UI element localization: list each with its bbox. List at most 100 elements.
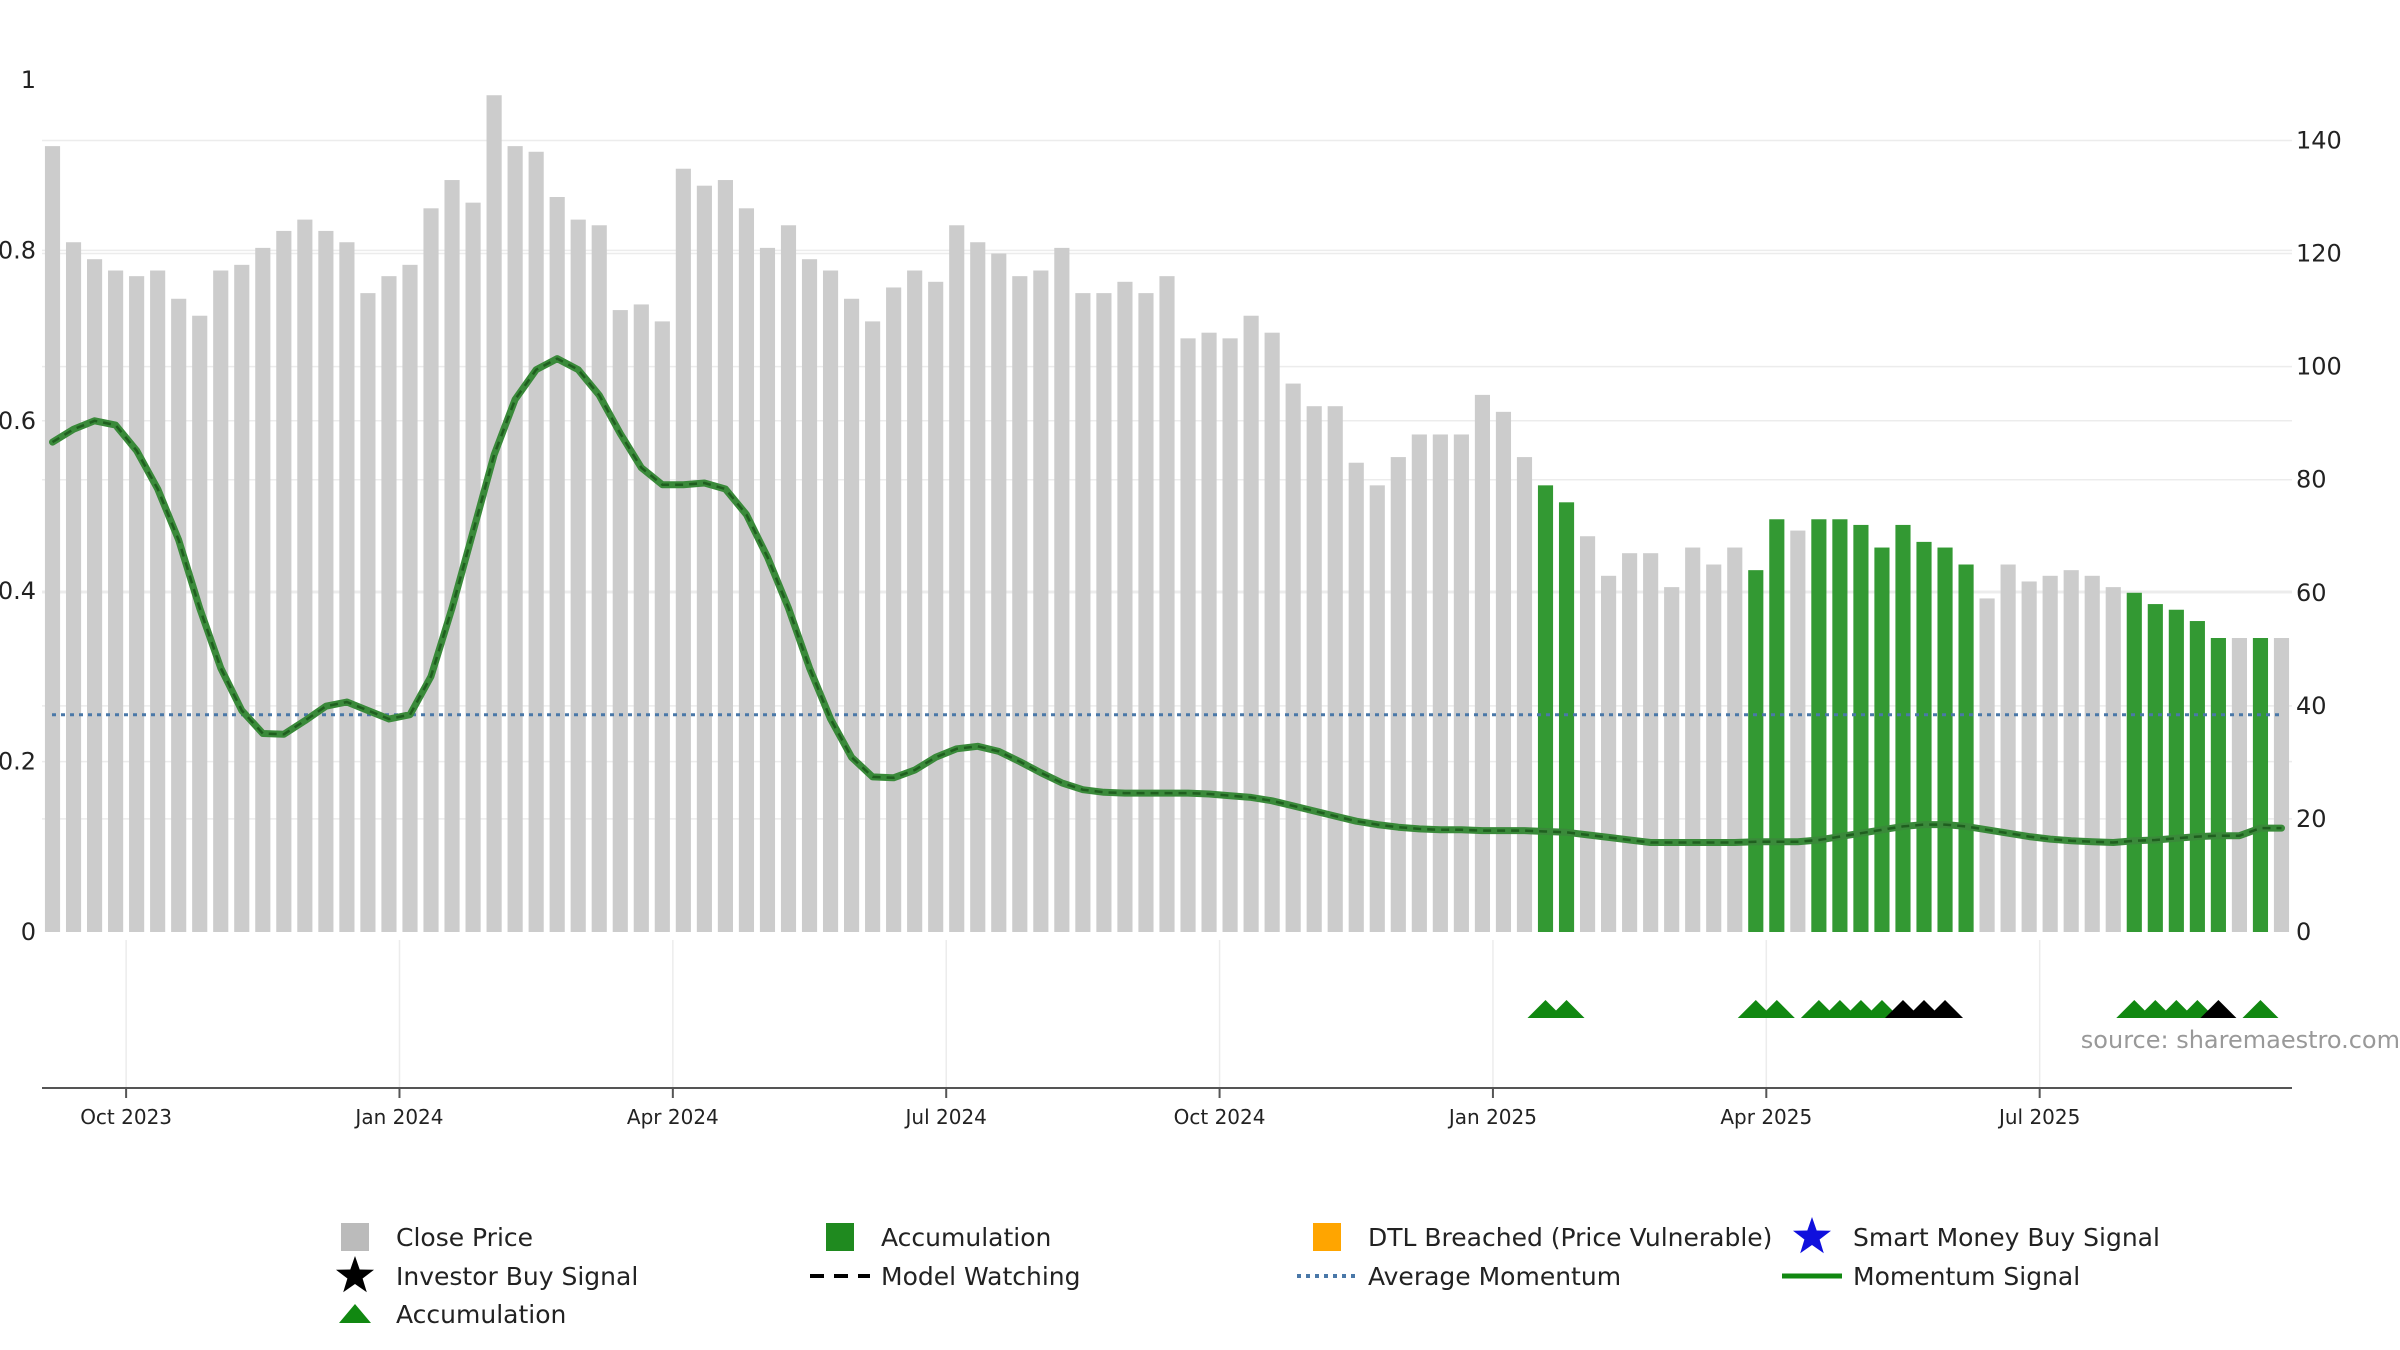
x-axis: Oct 2023 Jan 2024 Apr 2024 Jul 2024 Oct 2024… (42, 1087, 2292, 1129)
x-axis-tick-label: Jan 2024 (353, 1105, 443, 1129)
close-price-bar (192, 315, 208, 932)
x-axis-tick-label: Jul 2025 (1997, 1105, 2080, 1129)
close-price-bar (213, 270, 229, 932)
x-axis-tick-label: Oct 2024 (1174, 1105, 1266, 1129)
close-price-bar (654, 321, 670, 932)
close-price-bar (612, 310, 628, 933)
close-price-bar (1453, 434, 1469, 932)
close-price-bar (1327, 406, 1343, 932)
momentum-signal-layer (49, 355, 2285, 846)
close-price-bar (570, 219, 586, 933)
close-price-bar (1033, 270, 1049, 932)
close-price-bar (2021, 581, 2037, 932)
close-price-bar (1790, 530, 1806, 932)
momentum-signal-line-core (51, 357, 2282, 844)
close-price-bar (1264, 332, 1280, 932)
accumulation-price-bar (1874, 547, 1890, 932)
close-price-bar (2042, 575, 2058, 932)
accumulation-price-bar (1853, 524, 1869, 932)
left-axis-tick-label: 0.6 (0, 407, 36, 435)
close-price-bar (1369, 485, 1385, 932)
close-price-bar (1012, 276, 1028, 933)
close-price-bar (234, 264, 250, 932)
close-price-bar (44, 146, 61, 933)
left-axis-tick-label: 0.4 (0, 577, 36, 605)
close-price-bar (108, 270, 124, 932)
accumulation-price-bar (1769, 519, 1785, 932)
close-price-bar (339, 242, 355, 932)
close-price-bar (1516, 457, 1533, 932)
close-price-bar (150, 270, 166, 932)
x-axis-tick-label: Oct 2023 (80, 1105, 172, 1129)
right-axis-tick-label: 100 (2296, 353, 2342, 381)
right-axis-tick-label: 0 (2296, 918, 2311, 946)
close-price-bar (2084, 575, 2100, 932)
close-price-bar (549, 197, 565, 932)
close-price-bar (1685, 547, 1701, 932)
close-price-bar (2063, 570, 2079, 932)
close-price-bar (780, 225, 797, 932)
close-price-bar (507, 146, 523, 933)
accumulation-price-bar (2147, 604, 2163, 932)
legend-label: Close Price (396, 1223, 533, 1252)
accumulation-price-bar (1916, 541, 1932, 932)
close-price-bar (1285, 383, 1301, 933)
close-price-bar (675, 168, 691, 932)
accumulation-triangle-icon (339, 1304, 371, 1323)
close-price-bar (318, 230, 334, 932)
close-price-bar (2273, 638, 2290, 932)
close-price-bar (1432, 434, 1448, 932)
close-price-bar (1243, 315, 1259, 932)
accumulation-price-bar (1832, 519, 1848, 932)
close-price-bar (844, 298, 860, 932)
left-axis-tick-label: 0.8 (0, 236, 36, 264)
accumulation-triangle-icon (1548, 1000, 1585, 1018)
close-price-bar (1622, 553, 1638, 932)
signal-panel (125, 940, 2279, 1088)
close-price-bar (402, 264, 418, 932)
close-price-bar (276, 230, 292, 932)
accumulation-price-bar (2168, 609, 2184, 932)
legend-dtl-breached-swatch (1313, 1223, 1341, 1251)
close-price-bar (1727, 547, 1743, 932)
close-price-bar (738, 208, 755, 933)
legend-label: Average Momentum (1368, 1262, 1621, 1291)
accumulation-price-bar (2189, 621, 2205, 932)
legend-accumulation-swatch (826, 1223, 854, 1251)
right-axis-tick-label: 80 (2296, 466, 2327, 494)
investor-buy-triangle-icon (1927, 1000, 1964, 1018)
accumulation-price-bar (1811, 519, 1827, 932)
close-price-bar (528, 151, 544, 932)
legend-label: Model Watching (881, 1262, 1081, 1291)
smart-money-star-icon (1793, 1217, 1831, 1254)
close-price-bar (1706, 564, 1722, 932)
left-axis-tick-label: 1 (21, 66, 36, 94)
right-axis-tick-label: 140 (2296, 126, 2342, 154)
close-price-bar (255, 247, 271, 932)
bar-layer (44, 95, 2290, 933)
right-axis-tick-label: 20 (2296, 805, 2327, 833)
close-price-bar (865, 321, 881, 932)
accumulation-price-bar (1958, 564, 1974, 932)
legend-label: DTL Breached (Price Vulnerable) (1368, 1223, 1772, 1252)
left-axis-tick-label: 0 (21, 918, 36, 946)
close-price-bar (633, 304, 649, 932)
close-price-bar (2231, 638, 2247, 932)
legend-label: Smart Money Buy Signal (1853, 1223, 2160, 1252)
accumulation-triangle-icon (2242, 1000, 2279, 1018)
close-price-bar (759, 247, 776, 932)
close-price-bar (1096, 293, 1112, 933)
close-price-bar (381, 276, 397, 933)
x-axis-tick-label: Apr 2025 (1720, 1105, 1812, 1129)
close-price-bar (1495, 411, 1512, 932)
close-price-bar (822, 270, 839, 932)
close-price-bar (486, 95, 502, 932)
accumulation-price-bar (2252, 638, 2269, 932)
accumulation-price-bar (1558, 502, 1575, 932)
legend-label: Accumulation (881, 1223, 1051, 1252)
legend: Close Price Accumulation DTL Breached (Pri… (336, 1217, 2160, 1329)
right-axis-tick-label: 120 (2296, 240, 2342, 268)
close-price-bar (1643, 553, 1659, 932)
close-price-bar (87, 259, 103, 932)
